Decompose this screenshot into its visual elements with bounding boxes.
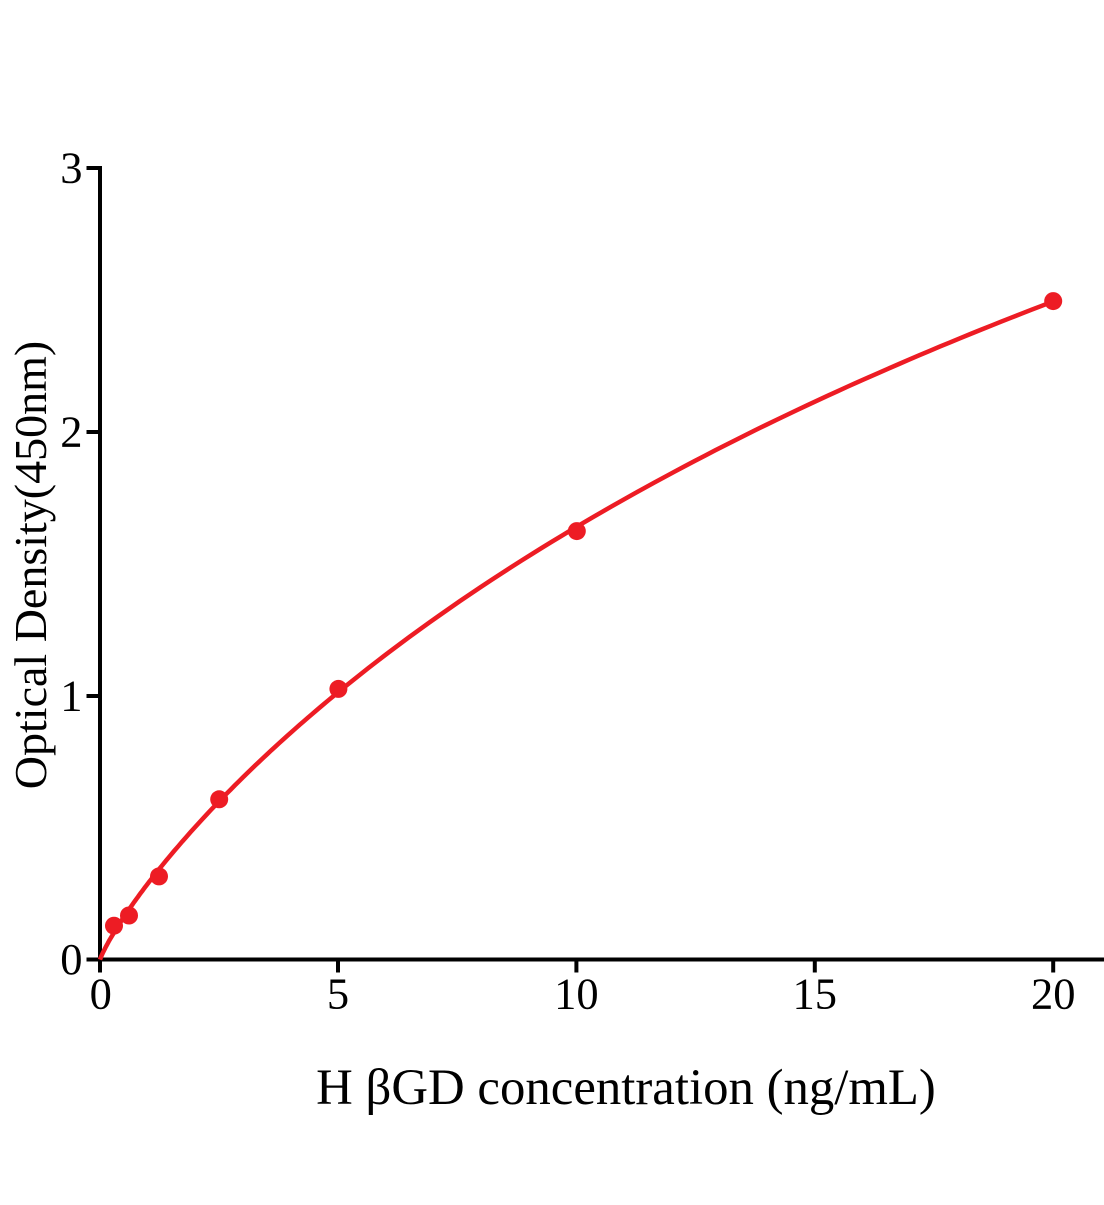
svg-text:2: 2: [60, 407, 82, 457]
svg-text:Optical Density(450nm): Optical Density(450nm): [5, 341, 56, 789]
svg-text:5: 5: [327, 969, 349, 1019]
svg-text:10: 10: [554, 969, 599, 1019]
svg-text:1: 1: [60, 671, 82, 721]
svg-text:0: 0: [60, 934, 82, 984]
svg-text:15: 15: [793, 969, 838, 1019]
svg-text:3: 3: [60, 143, 82, 193]
svg-text:20: 20: [1031, 969, 1076, 1019]
svg-text:H βGD concentration (ng/mL): H βGD concentration (ng/mL): [316, 1059, 936, 1115]
svg-text:0: 0: [90, 969, 112, 1019]
